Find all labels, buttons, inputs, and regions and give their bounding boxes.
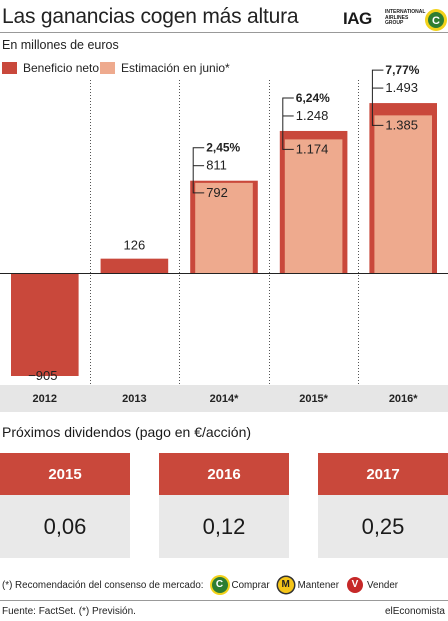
- source-note: Fuente: FactSet. (*) Previsión.: [2, 606, 136, 617]
- percent-label: 2,45%: [206, 141, 240, 155]
- dividend-card-2016: 2016 0,12: [159, 453, 289, 558]
- value-label-estimacion: 792: [206, 185, 228, 200]
- recommendation-note: (*) Recomendación del consenso de mercad…: [2, 577, 398, 593]
- legend-beneficio: Beneficio neto: [2, 61, 99, 75]
- legend-swatch-beneficio: [2, 62, 17, 74]
- dividend-year: 2016: [159, 453, 289, 495]
- dividends-title: Próximos dividendos (pago en €/acción): [2, 424, 252, 440]
- annotation-bracket: [192, 147, 205, 194]
- bar-chart: 2012 2013 2014* 2015* 2016* −905 126 2,45% 811 79…: [0, 63, 448, 412]
- top-divider: [0, 32, 448, 33]
- value-label-beneficio: 1.493: [385, 80, 418, 95]
- value-label-beneficio: 811: [206, 158, 227, 173]
- comprar-badge-icon: C: [425, 9, 447, 31]
- recommendation-text: (*) Recomendación del consenso de mercad…: [2, 579, 204, 591]
- x-tick-label: 2012: [33, 393, 57, 405]
- annotation-bracket: [371, 69, 384, 126]
- legend-swatch-estimacion: [100, 62, 115, 74]
- legend-label-estimacion: Estimación en junio*: [121, 61, 230, 75]
- bar-estimacion-2015: [284, 139, 343, 273]
- dividend-year: 2015: [0, 453, 130, 495]
- bar-estimacion-2014: [195, 182, 253, 273]
- bar-estimacion-2016: [374, 115, 432, 273]
- iag-logo-subtext: INTERNATIONAL AIRLINES GROUP: [385, 9, 426, 26]
- dividend-year: 2017: [318, 453, 448, 495]
- dividend-value: 0,06: [0, 495, 130, 558]
- value-label-bg: [293, 106, 334, 123]
- bottom-divider: [0, 600, 448, 601]
- value-label-beneficio: 126: [124, 238, 146, 253]
- chart-subtitle: En millones de euros: [2, 38, 119, 52]
- annotation-bracket: [282, 97, 294, 150]
- x-tick-label: 2016*: [389, 393, 418, 405]
- comprar-icon: C: [211, 577, 228, 593]
- percent-label: 6,24%: [296, 91, 330, 105]
- legend-estimacion: Estimación en junio*: [100, 61, 230, 75]
- x-axis-band: [0, 385, 448, 412]
- dividend-card-2017: 2017 0,25: [318, 453, 448, 558]
- comprar-label: Comprar: [231, 579, 270, 591]
- chart-title: Las ganancias cogen más altura: [2, 5, 299, 28]
- vender-label: Vender: [367, 579, 399, 591]
- value-label-estimacion: 1.385: [385, 117, 418, 132]
- svg-text:C: C: [432, 15, 440, 27]
- dividend-value: 0,25: [318, 495, 448, 558]
- value-label-bg: [383, 79, 424, 96]
- dividend-card-2015: 2015 0,06: [0, 453, 130, 558]
- mantener-icon: M: [277, 577, 294, 593]
- value-label-estimacion: 1.174: [296, 141, 329, 156]
- value-label-beneficio: −905: [28, 368, 57, 383]
- dividend-value: 0,12: [159, 495, 289, 558]
- x-tick-label: 2015*: [299, 393, 328, 405]
- mantener-label: Mantener: [297, 579, 339, 591]
- brand-label: elEconomista: [384, 606, 445, 617]
- vender-icon: V: [347, 577, 363, 593]
- value-label-beneficio: 1.248: [296, 108, 329, 123]
- x-tick-label: 2013: [122, 393, 146, 405]
- bar-beneficio-2013: [100, 258, 169, 273]
- bar-beneficio-2012: [11, 273, 79, 376]
- iag-logo: IAG: [343, 9, 372, 28]
- legend-label-beneficio: Beneficio neto: [23, 61, 100, 75]
- x-tick-label: 2014*: [210, 393, 239, 405]
- value-label-bg: [204, 156, 245, 173]
- percent-label: 7,77%: [385, 63, 419, 77]
